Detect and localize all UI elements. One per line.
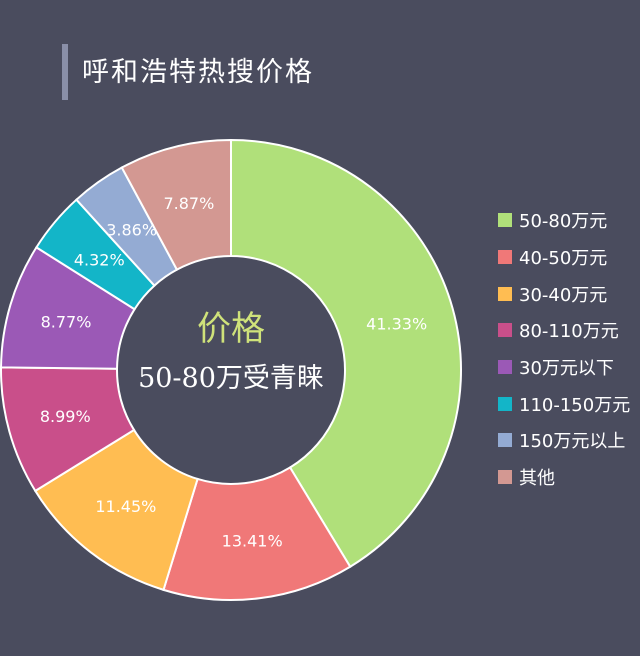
legend-label: 其他: [519, 468, 555, 490]
legend: 50-80万元 40-50万元 30-40万元 80-110万元 30万元以下 110-1…: [498, 202, 630, 496]
legend-swatch: [498, 286, 512, 301]
slice-label-3: 11.45%: [95, 497, 156, 516]
slice-label-6: 4.32%: [74, 250, 125, 269]
legend-label: 40-50万元: [519, 248, 608, 270]
legend-label: 30万元以下: [519, 358, 614, 380]
legend-label: 110-150万元: [519, 394, 631, 416]
legend-swatch: [498, 250, 512, 265]
legend-swatch: [498, 213, 512, 228]
legend-swatch: [498, 323, 512, 338]
title-accent-bar: [62, 44, 68, 100]
legend-item-2: 40-50万元: [498, 239, 630, 276]
legend-label: 150万元以上: [519, 431, 626, 453]
legend-item-4: 80-110万元: [498, 312, 630, 349]
legend-label: 80-110万元: [519, 321, 619, 343]
legend-item-5: 30万元以下: [498, 349, 630, 386]
slice-label-7: 3.86%: [106, 221, 157, 240]
chart-title: 呼和浩特热搜价格: [82, 57, 314, 88]
slice-label-1: 41.33%: [366, 315, 427, 334]
legend-item-8: 其他: [498, 459, 630, 496]
slice-2: [162, 466, 352, 601]
legend-swatch: [498, 360, 512, 375]
legend-swatch: [498, 433, 512, 448]
slice-label-5: 8.77%: [41, 312, 92, 331]
legend-item-6: 110-150万元: [498, 385, 630, 422]
center-label-secondary: 50-80万受青睐: [138, 363, 324, 394]
slice-label-2: 13.41%: [222, 532, 283, 551]
slice-label-4: 8.99%: [40, 407, 91, 426]
legend-swatch: [498, 470, 512, 485]
legend-label: 50-80万元: [519, 211, 608, 233]
legend-item-7: 150万元以上: [498, 422, 630, 459]
legend-item-1: 50-80万元: [498, 202, 630, 239]
center-label-primary: 价格: [197, 309, 265, 349]
legend-label: 30-40万元: [519, 284, 608, 306]
legend-swatch: [498, 396, 512, 411]
slice-label-8: 7.87%: [163, 194, 214, 213]
legend-item-3: 30-40万元: [498, 275, 630, 312]
slice-8: [120, 138, 232, 272]
slice-1: [230, 138, 462, 569]
